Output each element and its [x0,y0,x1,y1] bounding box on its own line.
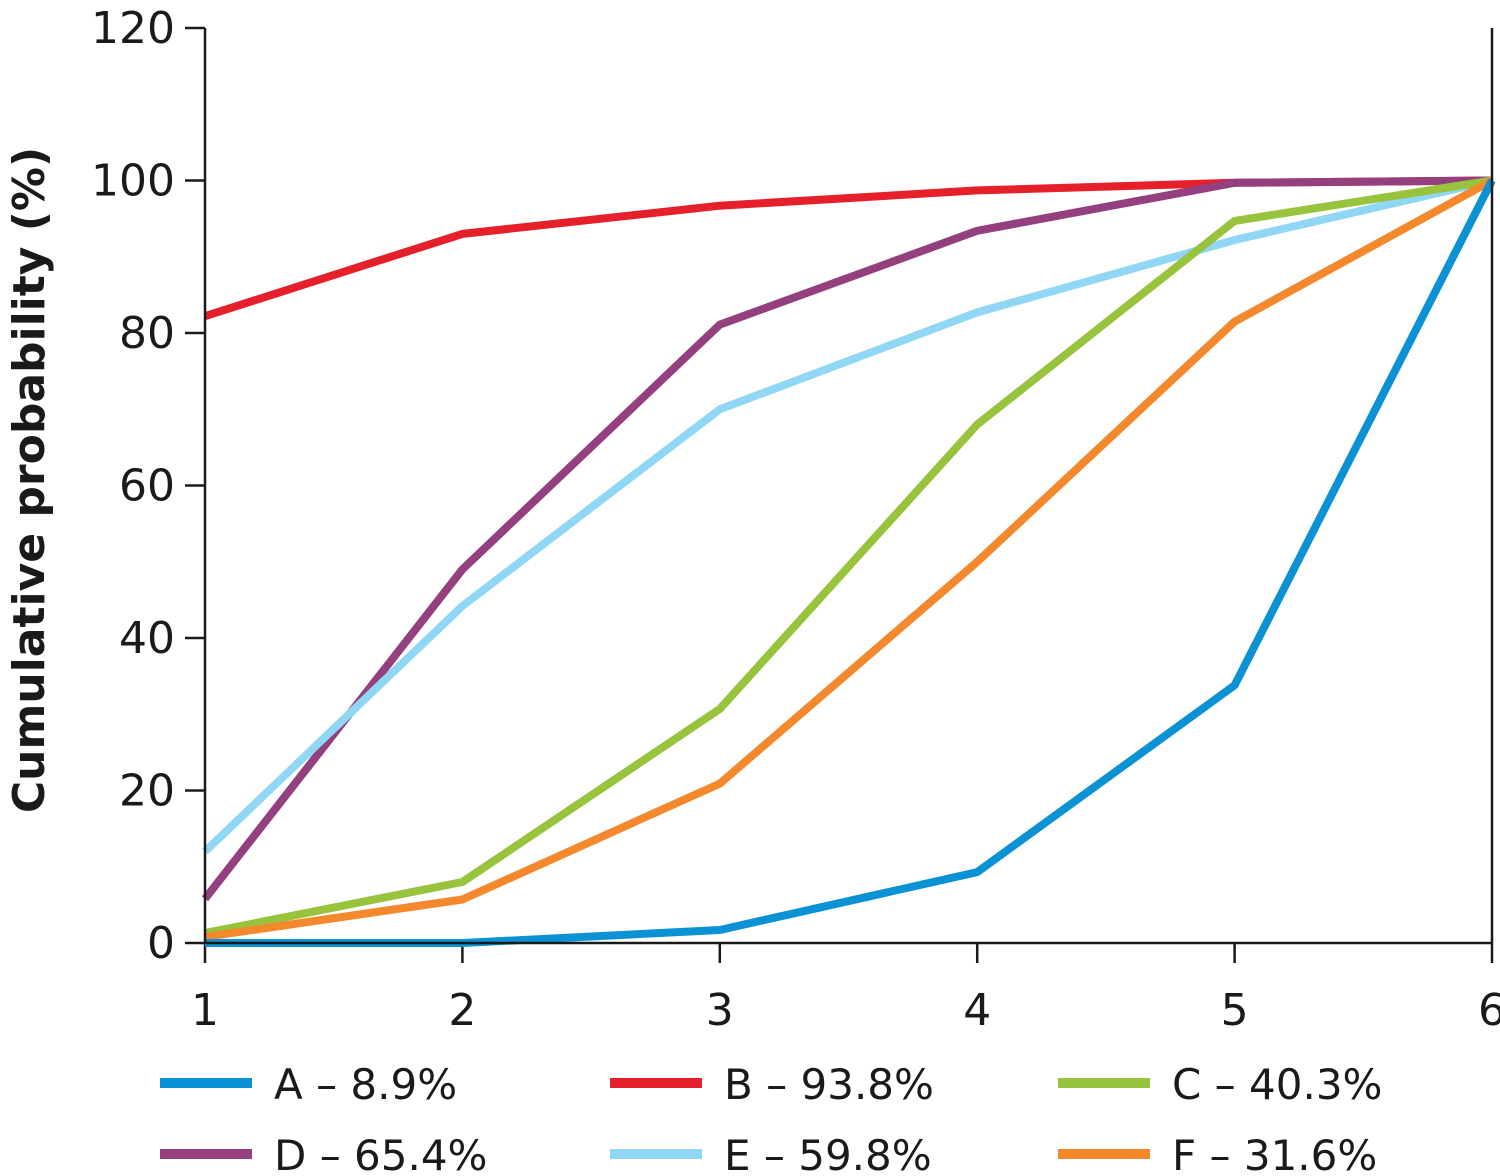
series-line-f [204,176,1494,941]
x-axis-ticks: 1 2 3 4 5 6 [191,943,1500,1036]
legend-label-b: B – 93.8% [724,1060,934,1109]
legend-label-a: A – 8.9% [274,1060,457,1109]
y-axis-ticks: 0 20 40 60 80 100 120 [91,3,205,969]
y-tick-label: 120 [91,3,175,54]
x-tick-label: 6 [1478,985,1500,1036]
legend: A – 8.9% B – 93.8% C – 40.3% D – 65.4% E – 5… [160,1060,1382,1176]
y-tick-label: 100 [91,156,175,207]
series-lines [201,176,1496,947]
y-tick-label: 80 [119,308,175,359]
y-tick-label: 0 [147,918,175,969]
x-tick-label: 1 [191,985,219,1036]
legend-label-c: C – 40.3% [1172,1060,1382,1109]
y-tick-label: 40 [119,613,175,664]
y-tick-label: 60 [119,461,175,512]
legend-label-f: F – 31.6% [1172,1131,1377,1176]
y-tick-label: 20 [119,766,175,817]
series-line-e [202,176,1493,855]
x-tick-label: 4 [963,985,991,1036]
x-tick-label: 2 [448,985,476,1036]
y-axis-title: Cumulative probability (%) [4,147,55,813]
x-tick-label: 5 [1221,985,1249,1036]
legend-label-d: D – 65.4% [274,1131,487,1176]
legend-label-e: E – 59.8% [724,1131,932,1176]
series-line-d [201,176,1493,902]
series-line-c [204,176,1493,938]
series-line-b [203,176,1493,321]
plot-frame [203,28,1494,945]
x-tick-label: 3 [706,985,734,1036]
